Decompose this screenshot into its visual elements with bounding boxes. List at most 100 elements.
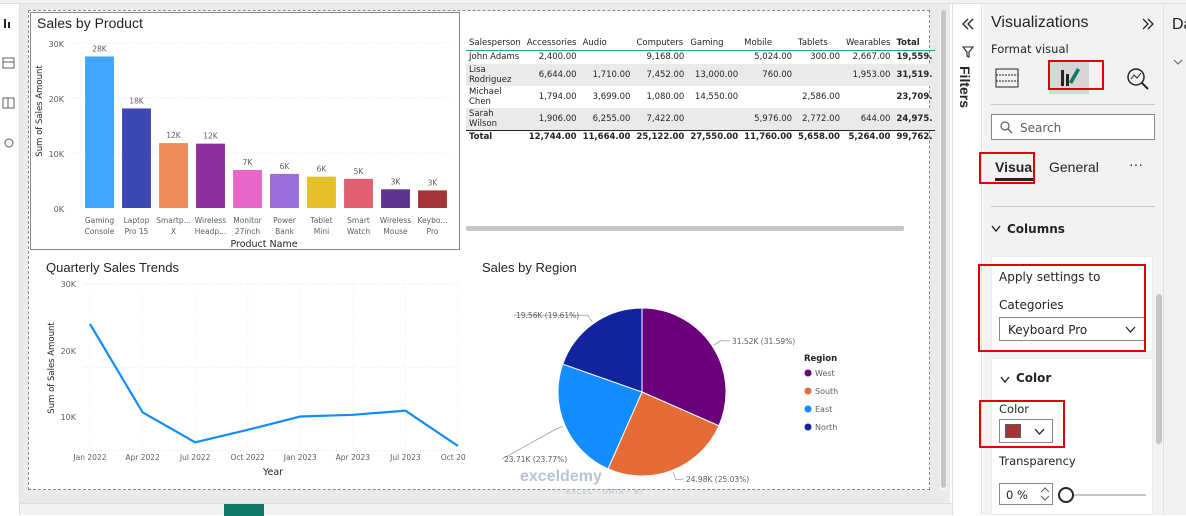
bar-category-label: Monitor [233,216,262,225]
pie-slice-west[interactable] [641,307,727,427]
matrix-row[interactable]: Lisa Rodriguez 6,644.00 1,710.00 7,452.00 13… [466,63,936,86]
matrix-cell: 1,794.00 [538,91,577,102]
line-series[interactable] [89,323,459,447]
expand-pane-icon[interactable] [1141,18,1155,30]
matrix-cell [580,50,634,64]
matrix-header[interactable]: Total [893,36,936,51]
sales-by-product-visual[interactable]: Sales by Product Sum of Sales Amount Pro… [30,12,460,250]
color-picker[interactable] [999,419,1053,443]
matrix-total-cell: Total [466,129,524,144]
format-search-input[interactable]: Search [991,114,1155,140]
filters-pane[interactable]: Filters [952,4,982,515]
matrix-cell: 3,699.00 [592,91,631,102]
sales-by-region-title: Sales by Region [482,260,577,275]
data-pane-title: Da [1172,16,1186,33]
matrix-total-cell: 5,264.00 [842,129,894,144]
bar-2[interactable] [159,143,188,208]
tab-general[interactable]: General [1049,159,1099,175]
matrix-total-cell: 12,744.00 [523,129,580,144]
legend-item-east: East [815,405,832,414]
collapse-filters-icon[interactable] [961,18,975,30]
bar-y-tick-0k: 0K [54,205,65,214]
matrix-row[interactable]: Michael Chen 1,794.00 3,699.00 1,080.00 14,5… [466,86,935,108]
matrix-horizontal-scrollbar[interactable] [466,226,904,231]
page-tab-active[interactable] [224,504,264,516]
pane-scrollbar[interactable] [1156,294,1162,444]
matrix-row[interactable]: Sarah Wilson 1,906.00 6,255.00 7,422.00 5,97… [466,107,936,130]
pie-slice-south[interactable] [607,391,720,477]
bar-category-label: X [171,227,176,236]
apply-settings-label: Apply settings to [999,270,1101,284]
matrix-header[interactable]: Wearables [842,36,894,51]
matrix-cell: 24,975. [893,107,936,130]
bar-0[interactable] [85,56,114,208]
transparency-slider-track[interactable] [1066,494,1146,496]
legend-item-west: West [815,369,835,378]
tab-visual[interactable]: Visual [995,159,1036,175]
chevron-down-icon[interactable] [1172,56,1184,68]
bar-data-label: 6K [317,165,328,174]
matrix-row[interactable]: John Adams 2,400.00 9,168.00 5,024.00 300.00… [466,50,935,64]
bar-5[interactable] [270,173,299,208]
bar-data-label: 12K [203,132,219,141]
report-page [28,10,930,490]
bar-1[interactable] [122,108,151,208]
matrix-header[interactable]: Salesperson [466,36,524,51]
region-legend-title: Region [804,354,837,364]
line-y-tick-20k: 20K [61,347,77,356]
sales-matrix[interactable]: Salesperson Accessories Audio Computers Gami… [466,36,936,144]
line-y-axis-label: Sum of Sales Amount [47,322,57,414]
matrix-header[interactable]: Computers [633,36,688,51]
bar-4[interactable] [233,170,262,208]
pie-slice-east[interactable] [557,363,643,470]
build-visual-icon[interactable] [995,66,1019,90]
dax-query-icon[interactable] [2,136,16,150]
bar-data-label: 12K [166,131,182,140]
matrix-cell [795,63,843,86]
bar-3[interactable] [196,143,225,208]
matrix-total-cell: 99,762. [893,129,936,144]
bar-9[interactable] [418,190,447,208]
categories-dropdown[interactable]: Keyboard Pro [999,317,1145,341]
legend-marker-south [804,387,812,395]
bar-6[interactable] [307,176,336,208]
filters-label: Filters [957,66,973,109]
bar-7[interactable] [344,178,373,208]
quarterly-sales-visual[interactable]: Quarterly Sales Trends Sum of Sales Amou… [36,256,466,482]
canvas-scrollbar[interactable] [940,10,947,490]
matrix-total-cell: 11,760.00 [741,129,796,144]
bar-category-label: Headp... [195,227,227,236]
matrix-cell [843,86,893,108]
pie-slice-north[interactable] [562,307,643,393]
transparency-input[interactable]: 0 % [999,483,1053,505]
format-visual-icon[interactable] [1057,64,1081,92]
matrix-header[interactable]: Mobile [741,36,796,51]
color-section-label[interactable]: Color [1016,371,1052,385]
matrix-header[interactable]: Accessories [523,36,580,51]
analytics-icon[interactable] [1125,66,1151,90]
bar-data-label: 18K [129,96,145,105]
matrix-cell: 19,559. [896,52,933,62]
matrix-header[interactable]: Tablets [795,36,843,51]
spinner-arrows-icon[interactable] [1040,486,1050,502]
line-y-tick-30k: 30K [61,280,77,289]
bar-data-label: 7K [243,158,254,167]
table-view-icon[interactable] [2,56,16,70]
matrix-cell: 760.00 [741,63,796,86]
visualizations-title: Visualizations [991,14,1089,31]
bar-category-label: Keybo... [418,216,448,225]
bar-8[interactable] [381,189,410,208]
canvas-scroll-thumb[interactable] [941,10,946,488]
report-view-icon[interactable] [2,16,16,30]
matrix-header[interactable]: Gaming [687,36,742,51]
more-options-icon[interactable]: ··· [1129,156,1143,172]
transparency-slider-thumb[interactable] [1058,487,1074,503]
matrix-header[interactable]: Audio [579,36,634,51]
bar-category-label: 27inch [235,227,261,236]
bar-category-label: Console [85,227,115,236]
chevron-down-icon[interactable] [1000,376,1010,384]
model-view-icon[interactable] [2,96,16,110]
sales-by-region-visual[interactable]: Sales by Region Region 31.52K (31.59%) We… [474,256,914,488]
matrix-cell: 300.00 [810,52,840,62]
matrix-cell: 9,168.00 [646,52,685,62]
